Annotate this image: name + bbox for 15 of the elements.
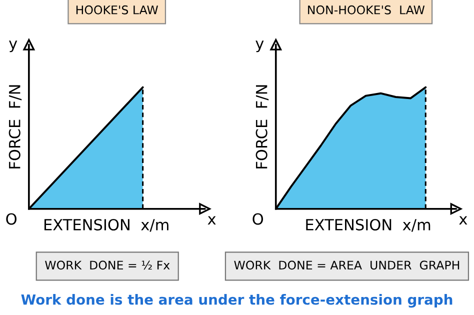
x-axis-title: EXTENSION x/m [306, 218, 430, 232]
y-axis-title: FORCE F/N [8, 85, 22, 168]
y-axis-title: FORCE F/N [256, 85, 269, 168]
text: O [252, 213, 264, 225]
text: O [6, 213, 16, 225]
text: x [208, 216, 216, 225]
text: Work done is the area under the force-extension graph [21, 294, 452, 308]
text: x [459, 216, 468, 225]
chart-title: NON-HOOKE'S LAW [308, 5, 425, 14]
text: WORK DONE = ½ Fx [45, 260, 170, 270]
chart-title: HOOKE'S LAW [76, 5, 158, 14]
text: y [9, 40, 18, 52]
text: y [256, 40, 264, 52]
x-axis-title: EXTENSION x/m [44, 218, 168, 232]
text: WORK DONE = AREA UNDER GRAPH [234, 260, 460, 270]
